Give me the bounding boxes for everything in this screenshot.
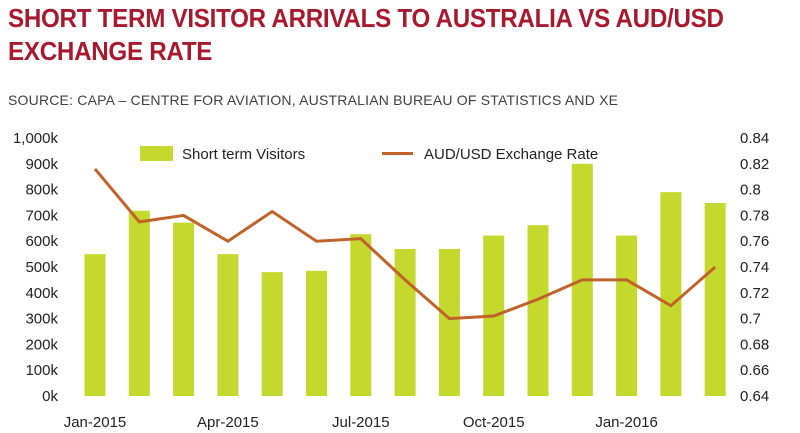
- x-tick-label: Jan-2015: [64, 414, 127, 431]
- bar: [173, 222, 195, 396]
- right-tick-label: 0.76: [740, 233, 769, 250]
- right-tick-label: 0.78: [740, 207, 769, 224]
- left-tick-label: 100k: [25, 362, 58, 379]
- left-tick-label: 400k: [25, 285, 58, 302]
- legend-label-visitors: Short term Visitors: [182, 146, 305, 163]
- left-tick-label: 300k: [25, 311, 58, 328]
- left-tick-label: 800k: [25, 182, 58, 199]
- bar: [616, 235, 638, 396]
- legend-bar-swatch: [140, 146, 173, 161]
- left-tick-label: 600k: [25, 233, 58, 250]
- line-series: [93, 167, 717, 321]
- x-tick-label: Jul-2015: [332, 414, 390, 431]
- bar: [128, 210, 150, 396]
- right-tick-label: 0.84: [740, 130, 769, 147]
- left-tick-label: 200k: [25, 336, 58, 353]
- bar: [394, 248, 416, 396]
- left-tick-label: 0k: [42, 388, 58, 405]
- right-tick-label: 0.82: [740, 156, 769, 173]
- left-tick-label: 700k: [25, 207, 58, 224]
- bar: [217, 254, 239, 396]
- legend: Short term Visitors AUD/USD Exchange Rate: [140, 146, 598, 163]
- bar: [704, 203, 726, 396]
- bar: [350, 234, 372, 396]
- left-tick-label: 900k: [25, 156, 58, 173]
- x-axis: Jan-2015 Apr-2015 Jul-2015 Oct-2015 Jan-2016: [64, 414, 658, 431]
- bar: [306, 270, 327, 396]
- x-tick-label: Oct-2015: [463, 414, 525, 431]
- right-tick-label: 0.7: [740, 311, 761, 328]
- bar: [527, 225, 549, 396]
- bar: [660, 192, 682, 396]
- right-tick-label: 0.64: [740, 388, 769, 405]
- x-tick-label: Jan-2016: [595, 414, 658, 431]
- bar: [438, 248, 460, 396]
- bar: [84, 254, 106, 396]
- right-tick-label: 0.8: [740, 182, 761, 199]
- left-axis: 0k 100k 200k 300k 400k 500k 600k 700k 800k 900k 1,…: [13, 130, 59, 405]
- chart-title: SHORT TERM VISITOR ARRIVALS TO AUSTRALIA…: [8, 3, 724, 66]
- right-axis: 0.64 0.66 0.68 0.7 0.72 0.74 0.76 0.78 0.8 0.82 0.…: [740, 130, 769, 405]
- chart-source: SOURCE: CAPA – CENTRE FOR AVIATION, AUST…: [8, 92, 619, 108]
- right-tick-label: 0.68: [740, 336, 769, 353]
- right-tick-label: 0.74: [740, 259, 769, 276]
- left-tick-label: 1,000k: [13, 130, 59, 147]
- left-tick-label: 500k: [25, 259, 58, 276]
- right-tick-label: 0.72: [740, 285, 769, 302]
- bar: [261, 272, 283, 396]
- right-tick-label: 0.66: [740, 362, 769, 379]
- legend-label-exchange: AUD/USD Exchange Rate: [424, 146, 598, 163]
- x-tick-label: Apr-2015: [197, 414, 259, 431]
